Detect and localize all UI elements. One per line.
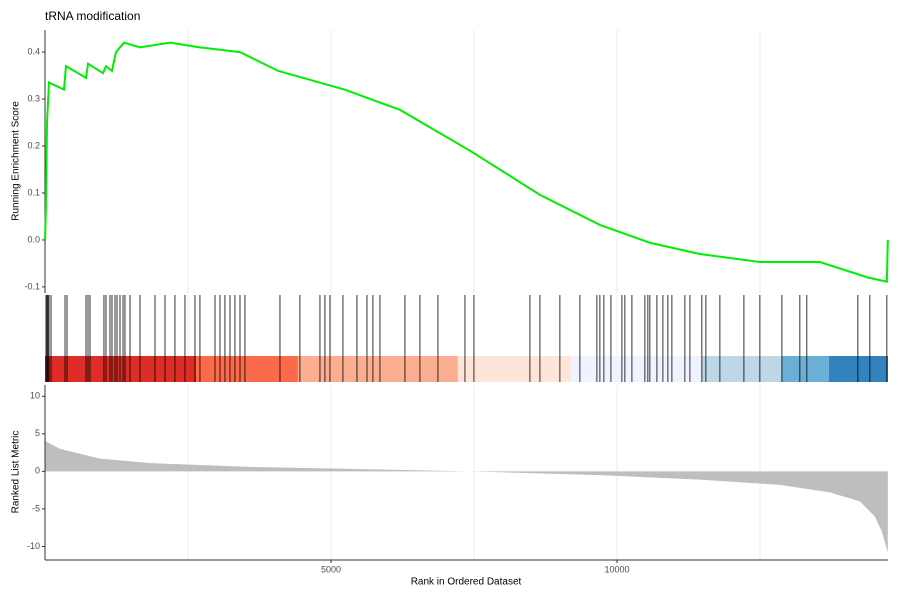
rank-band	[297, 356, 458, 382]
y-tick-label: -0.1	[24, 281, 40, 291]
x-axis-label: Rank in Ordered Dataset	[411, 577, 522, 588]
y-tick-label: 0.0	[27, 234, 40, 244]
x-tick-label: 10000	[604, 564, 629, 574]
y-axis-label: Running Enrichment Score	[11, 101, 22, 221]
y-tick-label: 0.1	[27, 187, 40, 197]
rank-band	[45, 356, 197, 382]
rank-band	[570, 356, 702, 382]
enrichment-line	[44, 41, 889, 283]
rank-band	[781, 356, 829, 382]
y-tick-label: -10	[27, 541, 40, 551]
y-tick-label: -5	[32, 503, 40, 513]
metric-area	[45, 427, 888, 553]
y-tick-label: 0.4	[27, 46, 40, 56]
rank-band	[701, 356, 782, 382]
y-tick-label: 5	[35, 428, 40, 438]
chart-title: tRNA modification	[45, 9, 140, 23]
y-tick-label: 0.2	[27, 140, 40, 150]
rank-band	[828, 356, 888, 382]
y-tick-label: 10	[30, 391, 40, 401]
y-tick-label: 0	[35, 466, 40, 476]
y-axis-label: Ranked List Metric	[11, 431, 22, 514]
x-tick-label: 5000	[321, 564, 341, 574]
rank-band	[457, 356, 571, 382]
y-tick-label: 0.3	[27, 93, 40, 103]
rank-band	[196, 356, 298, 382]
